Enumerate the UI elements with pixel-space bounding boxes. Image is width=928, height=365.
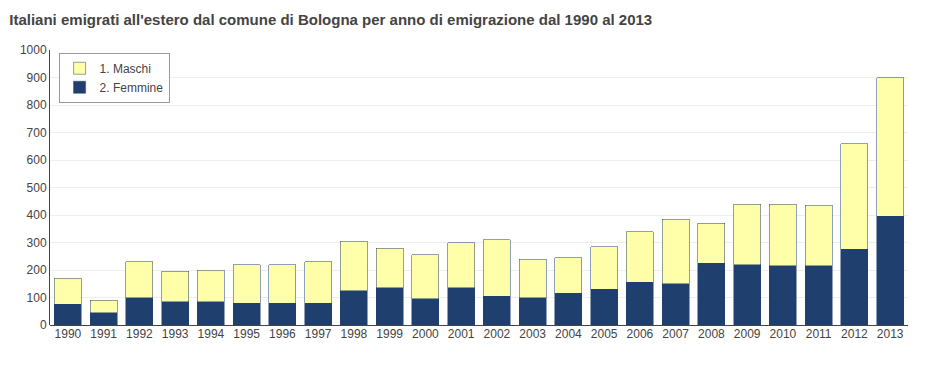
svg-text:1994: 1994 bbox=[198, 327, 225, 341]
svg-text:2011: 2011 bbox=[806, 327, 832, 341]
svg-text:0: 0 bbox=[40, 318, 47, 332]
svg-text:2003: 2003 bbox=[519, 327, 546, 341]
svg-text:Italiani emigrati all'estero d: Italiani emigrati all'estero dal comune … bbox=[9, 11, 652, 28]
svg-text:2008: 2008 bbox=[698, 327, 725, 341]
svg-text:2001: 2001 bbox=[448, 327, 475, 341]
svg-text:600: 600 bbox=[27, 153, 47, 167]
svg-text:1995: 1995 bbox=[233, 327, 260, 341]
svg-text:800: 800 bbox=[27, 98, 47, 112]
svg-text:2004: 2004 bbox=[555, 327, 582, 341]
svg-text:1992: 1992 bbox=[126, 327, 153, 341]
svg-text:2. Femmine: 2. Femmine bbox=[100, 81, 164, 95]
svg-text:200: 200 bbox=[27, 263, 47, 277]
svg-text:1991: 1991 bbox=[90, 327, 117, 341]
svg-text:2000: 2000 bbox=[412, 327, 439, 341]
svg-text:2005: 2005 bbox=[591, 327, 618, 341]
svg-text:1996: 1996 bbox=[269, 327, 296, 341]
svg-text:1. Maschi: 1. Maschi bbox=[100, 62, 151, 76]
svg-text:2009: 2009 bbox=[734, 327, 761, 341]
svg-text:900: 900 bbox=[27, 71, 47, 85]
svg-text:1997: 1997 bbox=[305, 327, 332, 341]
svg-text:1000: 1000 bbox=[20, 43, 47, 57]
svg-text:2002: 2002 bbox=[484, 327, 511, 341]
svg-text:2013: 2013 bbox=[877, 327, 904, 341]
svg-text:2012: 2012 bbox=[841, 327, 868, 341]
svg-text:300: 300 bbox=[27, 236, 47, 250]
svg-text:400: 400 bbox=[27, 208, 47, 222]
svg-text:1993: 1993 bbox=[162, 327, 189, 341]
svg-text:1998: 1998 bbox=[341, 327, 368, 341]
svg-text:2007: 2007 bbox=[662, 327, 689, 341]
svg-text:1990: 1990 bbox=[55, 327, 82, 341]
svg-text:700: 700 bbox=[27, 126, 47, 140]
svg-text:2006: 2006 bbox=[627, 327, 654, 341]
svg-text:500: 500 bbox=[27, 181, 47, 195]
svg-text:2010: 2010 bbox=[770, 327, 797, 341]
svg-text:1999: 1999 bbox=[376, 327, 403, 341]
svg-text:100: 100 bbox=[27, 291, 47, 305]
